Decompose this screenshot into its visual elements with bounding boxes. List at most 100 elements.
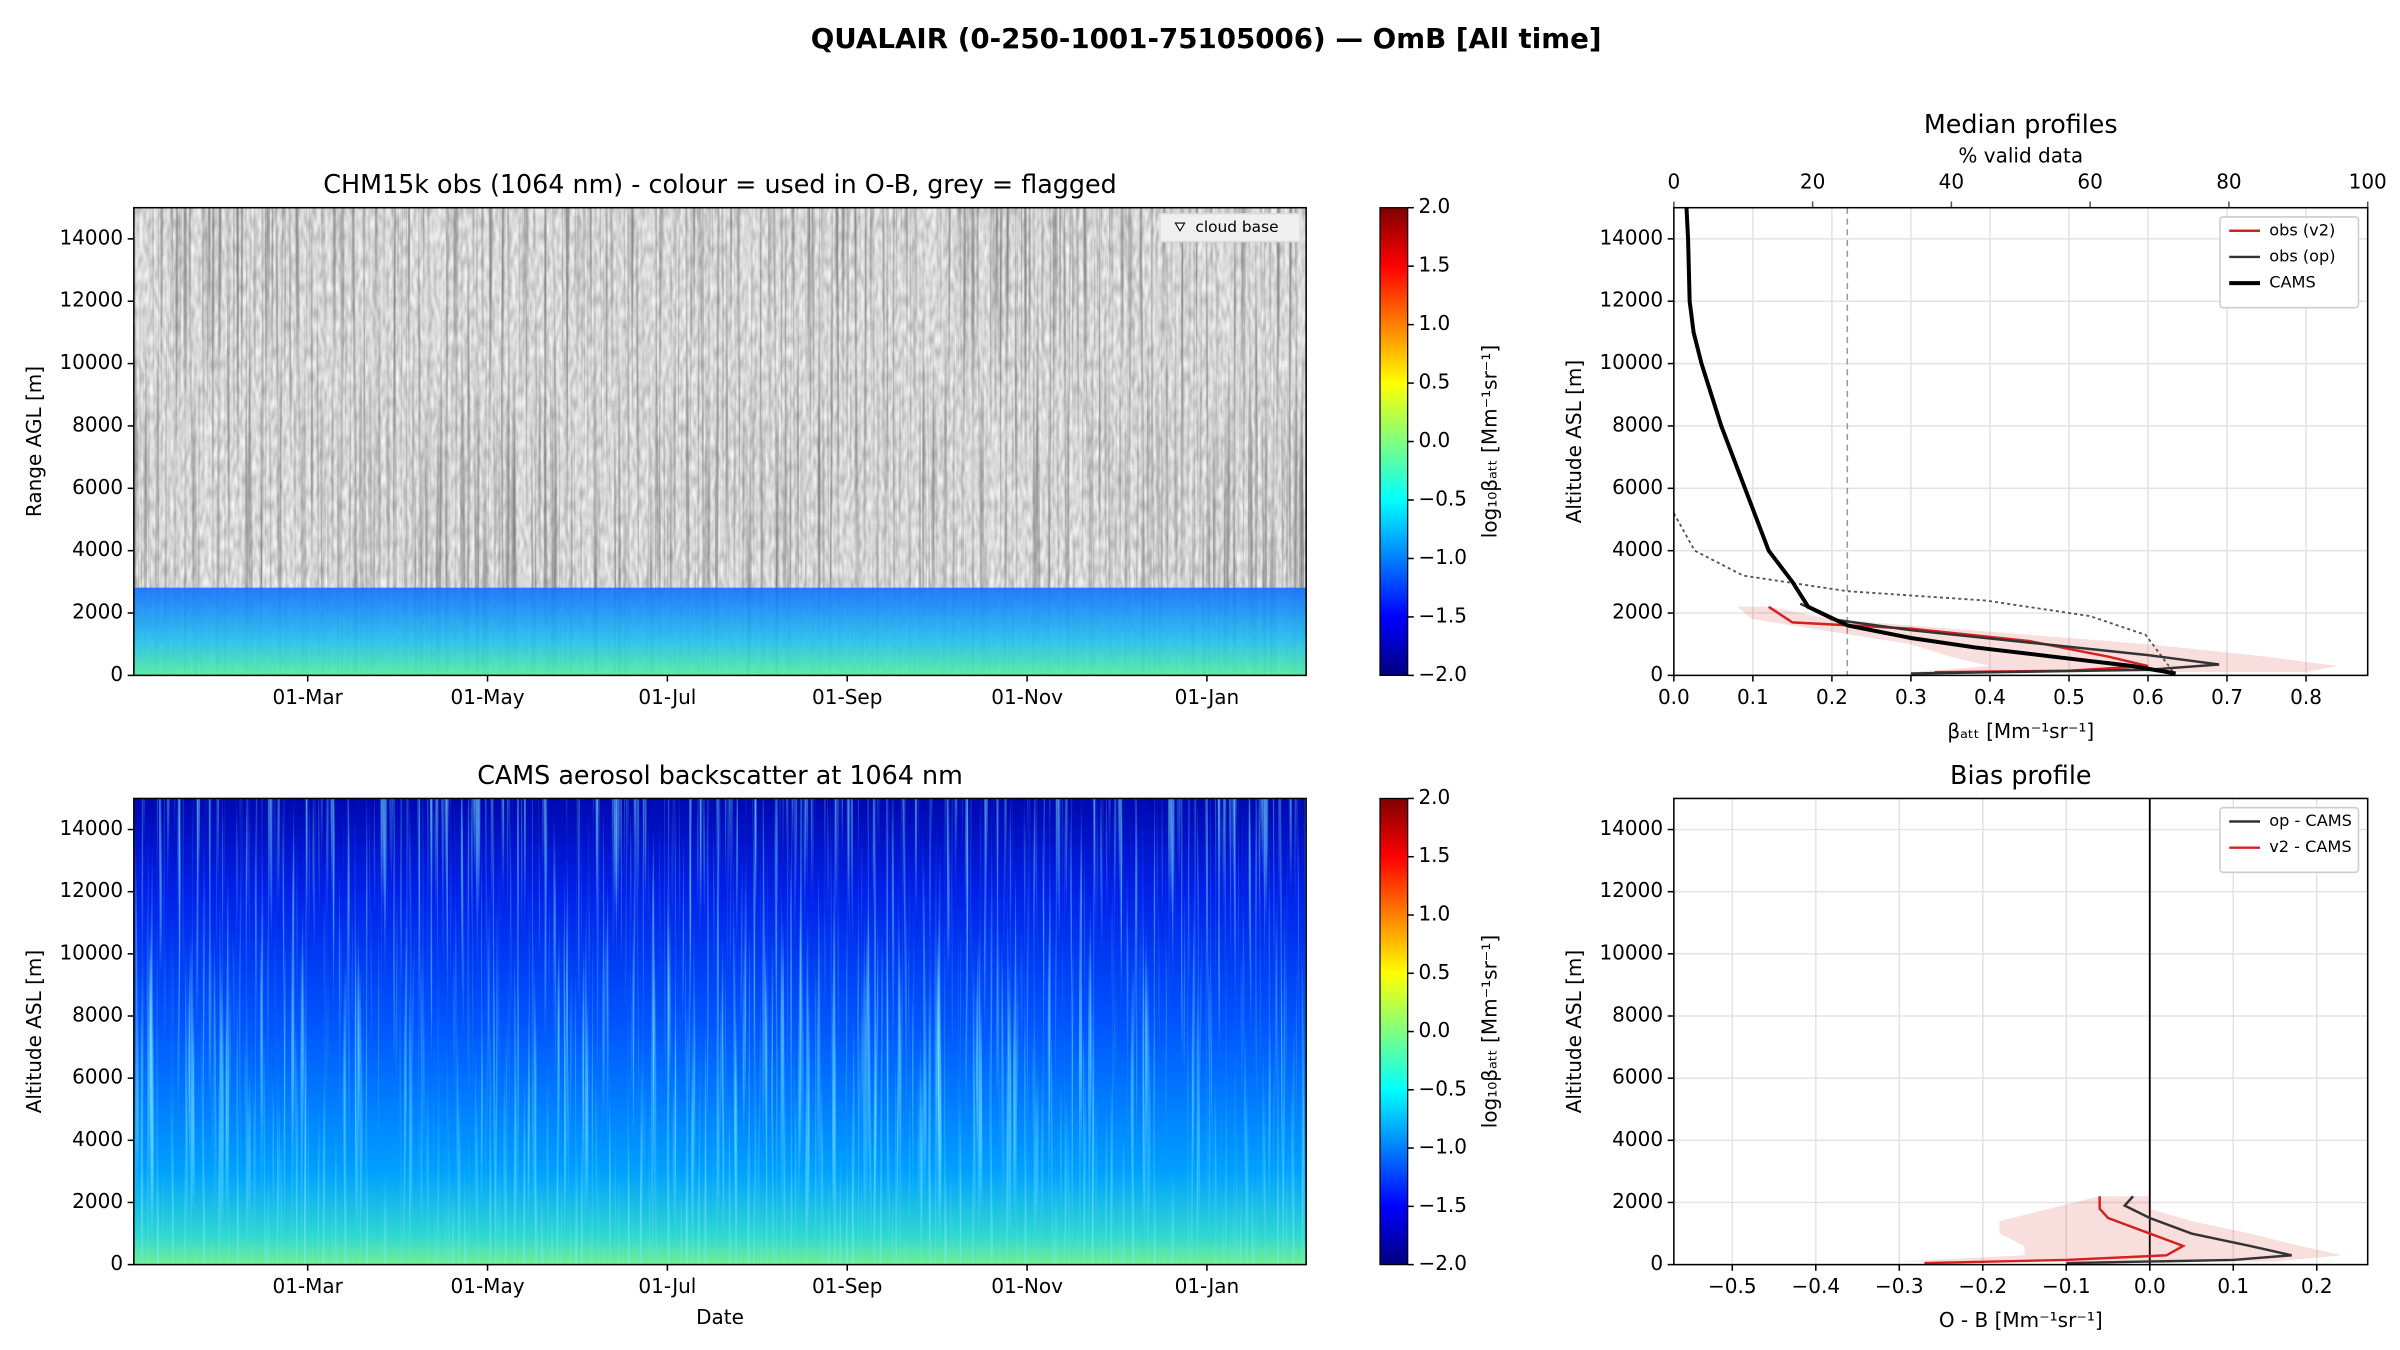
x-tick-label: 01-Sep <box>812 685 882 709</box>
x-tick-label: 01-Jan <box>1175 685 1240 709</box>
legend-box <box>2219 806 2360 874</box>
x-tick-label: −0.2 <box>1958 1274 2007 1298</box>
y-tick-label: 10000 <box>59 940 123 964</box>
heatmap-texture <box>133 798 1307 1265</box>
x-axis-label: βₐₜₜ [Mm⁻¹sr⁻¹] <box>1947 719 2094 743</box>
x-tick-label: −0.1 <box>2042 1274 2091 1298</box>
colorbar-tick-label: −0.5 <box>1418 1076 1467 1100</box>
y-tick-label: 12000 <box>1599 878 1663 902</box>
x-tick-label: 0.2 <box>2301 1274 2333 1298</box>
y-tick-label: 4000 <box>1612 1127 1663 1151</box>
x2-tick-label: 20 <box>1800 170 1825 194</box>
x-axis-label: Date <box>696 1305 744 1329</box>
x-tick-label: 0.8 <box>2290 685 2322 709</box>
spread-band <box>1737 606 2338 673</box>
x-tick-label: 0.2 <box>1816 685 1848 709</box>
y-tick-label: 8000 <box>1612 1003 1663 1027</box>
x-tick-label: 01-Jan <box>1175 1274 1240 1298</box>
x2-tick-label: 100 <box>2349 170 2387 194</box>
y-tick-label: 0 <box>110 1251 123 1275</box>
x-axis-label: O - B [Mm⁻¹sr⁻¹] <box>1939 1308 2103 1332</box>
x-tick-label: −0.4 <box>1791 1274 1840 1298</box>
y-tick-label: 6000 <box>72 1065 123 1089</box>
axis-title: CAMS aerosol backscatter at 1064 nm <box>477 760 963 790</box>
x-tick-label: −0.5 <box>1708 1274 1757 1298</box>
colorbar-tick-label: −2.0 <box>1418 662 1467 686</box>
y-tick-label: 4000 <box>72 1127 123 1151</box>
y-tick-label: 14000 <box>1599 225 1663 249</box>
y-tick-label: 14000 <box>59 225 123 249</box>
x-tick-label: 0.0 <box>1658 685 1690 709</box>
x-tick-label: 0.0 <box>2134 1274 2166 1298</box>
colorbar-tick-label: −1.5 <box>1418 603 1467 627</box>
profile-line <box>2066 1195 2292 1265</box>
y-tick-label: 6000 <box>72 475 123 499</box>
y-tick-label: 2000 <box>1612 1189 1663 1213</box>
colorbar <box>1379 797 1409 1266</box>
colorbar-tick-label: 1.5 <box>1418 253 1450 277</box>
y-axis-label: Range AGL [m] <box>22 366 46 517</box>
x2-axis-label: % valid data <box>1958 143 2083 167</box>
y-tick-label: 6000 <box>1612 475 1663 499</box>
y-tick-label: 12000 <box>59 288 123 312</box>
y-tick-label: 8000 <box>72 412 123 436</box>
y-tick-label: 8000 <box>1612 412 1663 436</box>
x-tick-label: 01-May <box>451 685 525 709</box>
plot-frame <box>133 797 1307 1266</box>
x2-tick-label: 40 <box>1939 170 1964 194</box>
colorbar-tick-label: 1.0 <box>1418 311 1450 335</box>
colorbar-tick-label: 0.0 <box>1418 1018 1450 1042</box>
x-tick-label: 01-Jul <box>638 1274 696 1298</box>
plot-frame <box>133 206 1307 677</box>
x-tick-label: 0.1 <box>1737 685 1769 709</box>
colorbar-label: log₁₀βₐₜₜ [Mm⁻¹sr⁻¹] <box>1477 345 1501 538</box>
plot-frame <box>1673 206 2369 677</box>
figure-title: QUALAIR (0-250-1001-75105006) — OmB [All… <box>811 22 1602 55</box>
y-tick-label: 0 <box>110 662 123 686</box>
x-tick-label: 01-Nov <box>991 685 1063 709</box>
colorbar-tick-label: −1.0 <box>1418 1135 1467 1159</box>
legend-label: op - CAMS <box>2269 811 2352 830</box>
x-tick-label: −0.3 <box>1875 1274 1924 1298</box>
x-tick-label: 01-Mar <box>272 1274 343 1298</box>
x-tick-label: 01-May <box>451 1274 525 1298</box>
colorbar-tick-label: 1.0 <box>1418 901 1450 925</box>
colorbar-tick-label: 2.0 <box>1418 194 1450 218</box>
x-tick-label: 01-Mar <box>272 685 343 709</box>
legend-box <box>1159 213 1301 243</box>
y-tick-label: 2000 <box>72 600 123 624</box>
y-tick-label: 4000 <box>72 537 123 561</box>
y-tick-label: 14000 <box>1599 816 1663 840</box>
x-tick-label: 0.6 <box>2132 685 2164 709</box>
colorbar-tick-label: 1.5 <box>1418 843 1450 867</box>
y-tick-label: 0 <box>1650 662 1663 686</box>
axis-title: Median profiles <box>1924 109 2118 139</box>
x2-tick-label: 60 <box>2077 170 2102 194</box>
x-tick-label: 01-Sep <box>812 1274 882 1298</box>
colorbar-tick-label: −2.0 <box>1418 1251 1467 1275</box>
heatmap-texture <box>133 587 1307 676</box>
y-tick-label: 10000 <box>1599 350 1663 374</box>
axis-title: CHM15k obs (1064 nm) - colour = used in … <box>323 169 1116 199</box>
x-tick-label: 01-Jul <box>638 685 696 709</box>
legend-marker <box>1174 222 1186 232</box>
x-tick-label: 0.7 <box>2211 685 2243 709</box>
colorbar-tick-label: −0.5 <box>1418 486 1467 510</box>
y-tick-label: 12000 <box>1599 288 1663 312</box>
y-tick-label: 2000 <box>1612 600 1663 624</box>
axis-title: Bias profile <box>1950 760 2091 790</box>
y-tick-label: 6000 <box>1612 1065 1663 1089</box>
profile-line <box>1684 207 2176 676</box>
y-tick-label: 12000 <box>59 878 123 902</box>
colorbar-tick-label: 0.5 <box>1418 960 1450 984</box>
x2-tick-label: 0 <box>1667 170 1680 194</box>
y-tick-label: 14000 <box>59 816 123 840</box>
x-tick-label: 0.1 <box>2217 1274 2249 1298</box>
x-tick-label: 0.5 <box>2053 685 2085 709</box>
profile-line <box>1924 1196 2187 1265</box>
colorbar-tick-label: 0.0 <box>1418 428 1450 452</box>
y-axis-label: Altitude ASL [m] <box>1562 950 1586 1113</box>
colorbar <box>1379 207 1409 676</box>
colorbar-label: log₁₀βₐₜₜ [Mm⁻¹sr⁻¹] <box>1477 935 1501 1128</box>
